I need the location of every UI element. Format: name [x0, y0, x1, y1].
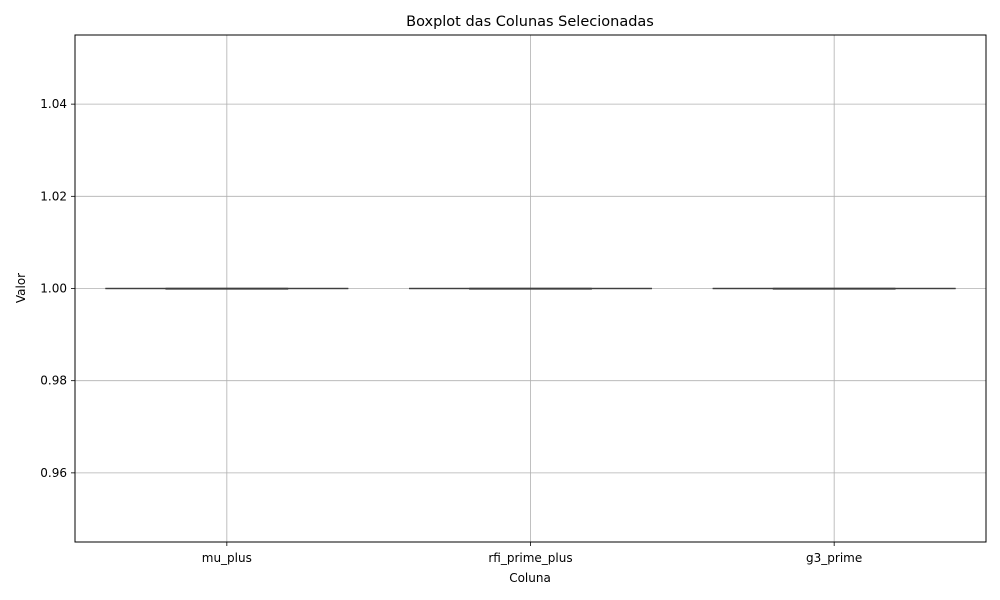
x-tick-label: g3_prime [806, 551, 862, 565]
y-axis-ticks: 0.96 0.98 1.00 1.02 1.04 [40, 97, 75, 480]
boxes-group [105, 287, 956, 290]
y-tick-label: 1.04 [40, 97, 67, 111]
box-mu_plus [105, 287, 349, 290]
y-tick-label: 1.00 [40, 282, 67, 296]
x-tick-label: rfi_prime_plus [488, 551, 572, 565]
x-axis-label: Coluna [509, 571, 551, 585]
y-axis-label: Valor [14, 273, 28, 303]
x-axis-ticks: mu_plus rfi_prime_plus g3_prime [202, 542, 862, 565]
box-rfi_prime_plus [409, 287, 652, 290]
x-tick-label: mu_plus [202, 551, 252, 565]
box-g3_prime [712, 287, 956, 290]
y-tick-label: 1.02 [40, 189, 67, 203]
y-tick-label: 0.98 [40, 374, 67, 388]
y-tick-label: 0.96 [40, 466, 67, 480]
chart-title: Boxplot das Colunas Selecionadas [406, 14, 654, 30]
